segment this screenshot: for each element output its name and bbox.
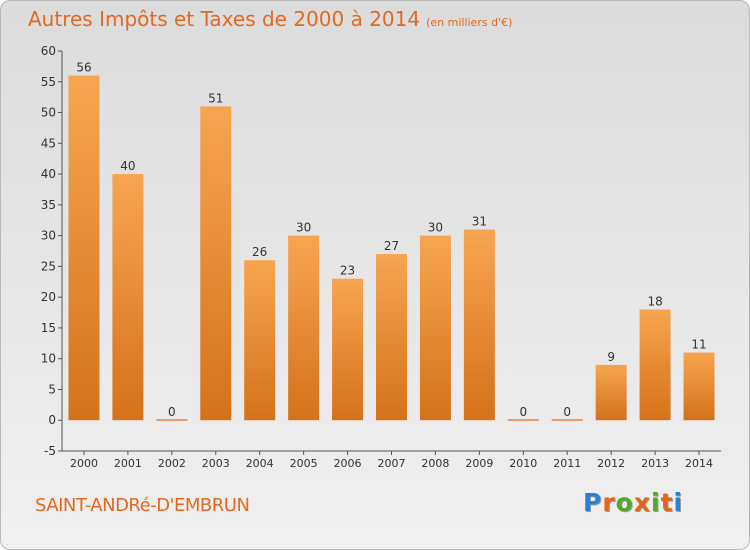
data-label: 0 (563, 405, 571, 419)
bar (288, 235, 320, 421)
data-label: 40 (120, 159, 135, 173)
data-label: 0 (519, 405, 527, 419)
x-tick-label: 2014 (685, 457, 713, 470)
bar (639, 309, 671, 421)
x-tick-label: 2012 (597, 457, 625, 470)
bar (551, 419, 583, 421)
logo-letter: P (583, 488, 603, 517)
y-tick-label: -5 (44, 444, 56, 458)
data-label: 51 (208, 91, 223, 105)
bar (376, 254, 407, 421)
bar (683, 352, 715, 421)
x-tick-label: 2001 (114, 457, 142, 470)
x-tick-label: 2008 (421, 457, 449, 470)
x-tick-label: 2007 (378, 457, 406, 470)
logo-letter: o (615, 488, 634, 517)
data-label: 18 (647, 294, 662, 308)
data-label: 27 (384, 239, 399, 253)
bar (419, 235, 451, 421)
logo-letter: x (633, 488, 651, 517)
unit-note: (en milliers d'€) (426, 16, 513, 29)
data-label: 26 (252, 245, 267, 259)
data-label: 0 (168, 405, 176, 419)
bar (507, 419, 539, 421)
chart-title: Autres Impôts et Taxes de 2000 à 2014 (en… (28, 7, 512, 31)
y-tick-label: 35 (41, 198, 56, 212)
y-tick-label: 60 (41, 44, 56, 58)
data-label: 31 (472, 214, 487, 228)
bar (112, 174, 144, 421)
x-tick-label: 2013 (641, 457, 669, 470)
data-label: 23 (340, 264, 355, 278)
y-tick-label: 0 (48, 413, 56, 427)
data-label: 56 (76, 61, 91, 75)
bar (156, 419, 188, 421)
x-tick-label: 2010 (509, 457, 537, 470)
bar (68, 75, 100, 421)
x-tick-label: 2005 (290, 457, 318, 470)
x-tick-label: 2003 (202, 457, 230, 470)
x-tick-label: 2002 (158, 457, 186, 470)
data-label: 11 (691, 338, 706, 352)
bar (463, 229, 495, 421)
x-tick-label: 2009 (465, 457, 493, 470)
y-tick-label: 15 (41, 321, 56, 335)
bar (244, 260, 276, 421)
y-tick-label: 50 (41, 106, 56, 120)
logo-letter: t (660, 488, 674, 517)
y-tick-label: 20 (41, 290, 56, 304)
logo-letter: i (673, 488, 684, 517)
y-tick-label: 45 (41, 136, 56, 150)
y-tick-label: 25 (41, 259, 56, 273)
bar (200, 106, 232, 421)
bar (332, 278, 364, 421)
y-tick-label: 5 (48, 382, 56, 396)
data-label: 30 (296, 221, 311, 235)
x-tick-label: 2000 (70, 457, 98, 470)
logo-letter: i (651, 488, 661, 517)
x-tick-label: 2006 (334, 457, 362, 470)
bar (595, 364, 627, 421)
y-tick-label: 10 (41, 352, 56, 366)
data-label: 9 (607, 350, 615, 364)
y-tick-label: 55 (41, 75, 56, 89)
y-tick-label: 40 (41, 167, 56, 181)
town-name: SAINT-ANDRé-D'EMBRUN (35, 495, 250, 516)
logo-letter: r (602, 488, 616, 517)
title-text: Autres Impôts et Taxes de 2000 à 2014 (28, 7, 421, 31)
data-label: 30 (428, 221, 443, 235)
x-tick-label: 2011 (553, 457, 581, 470)
proxiti-logo: Proxiti (583, 488, 683, 517)
y-tick-label: 30 (41, 229, 56, 243)
x-tick-label: 2004 (246, 457, 274, 470)
